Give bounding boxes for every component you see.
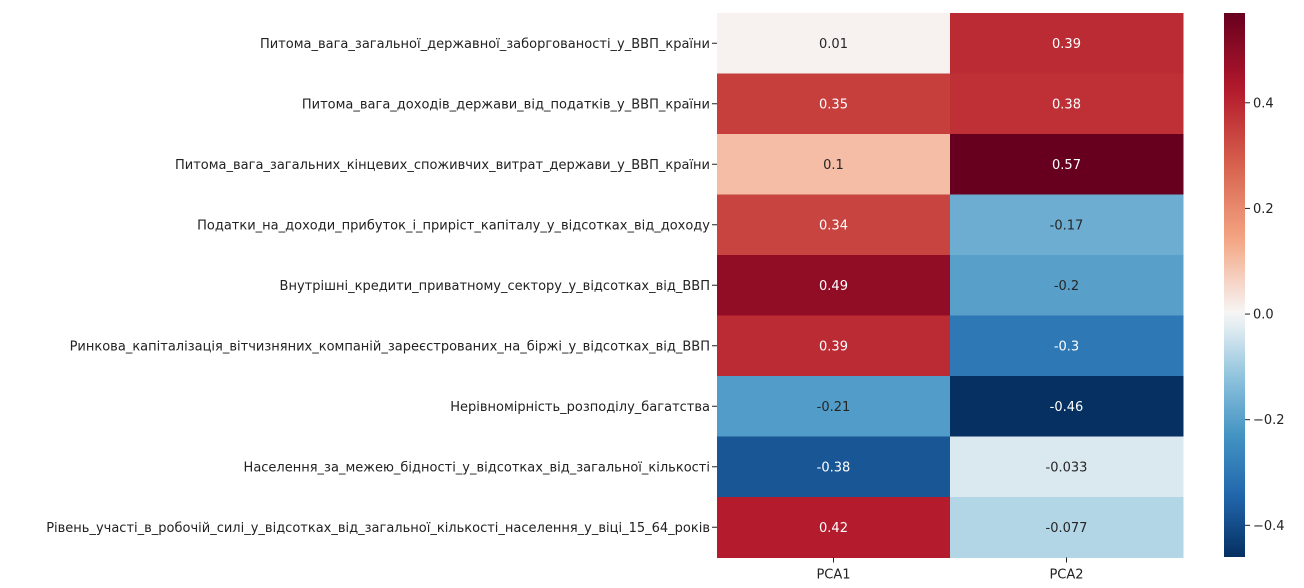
heatmap-cell <box>950 255 1184 316</box>
heatmap-cell <box>950 73 1184 135</box>
row-label: Податки_на_доходи_прибуток_і_приріст_кап… <box>197 218 710 233</box>
column-label: PCA1 <box>816 568 850 583</box>
row-label: Питома_вага_загальних_кінцевих_споживчих… <box>175 158 710 173</box>
row-label: Рівень_участі_в_робочій_силі_у_відсотках… <box>46 521 710 536</box>
row-label: Питома_вага_доходів_держави_від_податків… <box>302 97 710 112</box>
heatmap-cell <box>717 315 951 377</box>
colorbar-tick-label: −0.2 <box>1253 413 1285 428</box>
cell-value-label: -0.2 <box>1054 279 1079 294</box>
heatmap-cell <box>950 315 1184 377</box>
row-label: Внутрішні_кредити_приватному_сектору_у_в… <box>280 279 710 294</box>
cell-value-label: 0.01 <box>819 37 848 52</box>
heatmap-cell <box>950 134 1184 195</box>
row-label: Нерівномірність_розподілу_багатства <box>450 400 710 415</box>
heatmap-cell <box>950 194 1184 256</box>
heatmap-cells: 0.01 0.39 0.35 0.38 0.1 0.57 0.34 -0.17 0.49 -0.2… <box>717 13 1184 558</box>
row-label: Ринкова_капіталізація_вітчизняних_компан… <box>70 339 710 354</box>
heatmap-cell <box>950 376 1184 437</box>
colorbar-tick-label: −0.4 <box>1253 519 1285 534</box>
heatmap-cell <box>717 134 951 195</box>
colorbar-tick-label: 0.4 <box>1253 96 1274 111</box>
cell-value-label: -0.033 <box>1046 460 1088 475</box>
colorbar-tick-label: 0.0 <box>1253 308 1274 323</box>
cell-value-label: 0.1 <box>823 158 844 173</box>
cell-value-label: 0.39 <box>1052 37 1081 52</box>
heatmap-cell <box>717 13 951 74</box>
row-label: Питома_вага_загальної_державної_заборгов… <box>260 37 710 52</box>
cell-value-label: 0.49 <box>819 279 848 294</box>
cell-value-label: 0.39 <box>819 339 848 354</box>
cell-value-label: 0.34 <box>819 218 848 233</box>
colorbar-gradient <box>1224 13 1245 557</box>
cell-value-label: -0.46 <box>1050 400 1084 415</box>
heatmap-cell <box>717 436 951 498</box>
cell-value-label: -0.3 <box>1054 339 1079 354</box>
colorbar-tick-label: 0.2 <box>1253 202 1274 217</box>
heatmap-cell <box>950 436 1184 498</box>
row-label: Населення_за_межею_бідності_у_відсотках_… <box>244 460 710 475</box>
heatmap-cell <box>950 497 1184 558</box>
cell-value-label: 0.57 <box>1052 158 1081 173</box>
heatmap-cell <box>717 194 951 256</box>
cell-value-label: -0.17 <box>1050 218 1084 233</box>
cell-value-label: -0.38 <box>817 460 851 475</box>
row-labels: Питома_вага_загальної_державної_заборгов… <box>46 37 717 536</box>
column-labels: PCA1 PCA2 <box>816 557 1084 583</box>
heatmap-cell <box>717 376 951 437</box>
cell-value-label: -0.21 <box>817 400 851 415</box>
colorbar: −0.4 −0.2 0.0 0.2 0.4 <box>1224 13 1285 557</box>
cell-value-label: 0.42 <box>819 521 848 536</box>
heatmap-cell <box>950 13 1184 74</box>
cell-value-label: 0.35 <box>819 97 848 112</box>
cell-value-label: 0.38 <box>1052 97 1081 112</box>
cell-value-label: -0.077 <box>1046 521 1088 536</box>
heatmap-cell <box>717 497 951 558</box>
heatmap-cell <box>717 73 951 135</box>
column-label: PCA2 <box>1049 568 1083 583</box>
heatmap-cell <box>717 255 951 316</box>
